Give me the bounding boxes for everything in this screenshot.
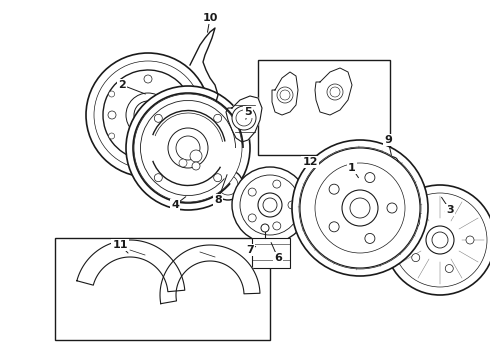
Text: 7: 7: [246, 245, 254, 255]
Circle shape: [126, 86, 250, 210]
Circle shape: [176, 136, 200, 160]
Circle shape: [198, 123, 208, 133]
Circle shape: [109, 91, 115, 97]
Circle shape: [144, 75, 152, 83]
Circle shape: [258, 193, 282, 217]
Text: 4: 4: [171, 200, 179, 210]
Text: 9: 9: [384, 135, 392, 145]
Text: 5: 5: [244, 107, 252, 117]
Text: 1: 1: [348, 163, 356, 173]
Circle shape: [327, 84, 343, 100]
Circle shape: [200, 125, 206, 131]
Circle shape: [213, 170, 243, 200]
Text: 10: 10: [202, 13, 218, 23]
Circle shape: [288, 201, 296, 209]
Circle shape: [181, 133, 187, 139]
Circle shape: [426, 226, 454, 254]
Circle shape: [240, 175, 300, 235]
Circle shape: [365, 172, 375, 183]
Circle shape: [154, 174, 162, 182]
Circle shape: [232, 106, 256, 130]
Circle shape: [263, 198, 277, 212]
Circle shape: [94, 61, 202, 169]
Circle shape: [388, 157, 398, 167]
Text: 11: 11: [112, 240, 128, 250]
Circle shape: [214, 114, 221, 122]
Circle shape: [144, 147, 152, 155]
Circle shape: [134, 101, 162, 129]
Polygon shape: [272, 72, 298, 115]
Polygon shape: [226, 96, 262, 142]
Circle shape: [280, 90, 290, 100]
Circle shape: [273, 222, 281, 230]
Circle shape: [445, 207, 453, 216]
Circle shape: [261, 224, 269, 232]
Circle shape: [218, 175, 238, 195]
Circle shape: [329, 184, 339, 194]
Circle shape: [466, 236, 474, 244]
Bar: [252, 238, 290, 268]
Circle shape: [350, 198, 370, 218]
Circle shape: [126, 93, 170, 137]
Circle shape: [180, 111, 188, 119]
Polygon shape: [160, 245, 260, 304]
Bar: [55, 238, 270, 340]
Circle shape: [192, 162, 200, 170]
Circle shape: [214, 174, 221, 182]
Circle shape: [236, 110, 252, 126]
Circle shape: [393, 193, 487, 287]
Bar: [258, 60, 390, 155]
Circle shape: [154, 114, 162, 122]
Circle shape: [248, 188, 256, 196]
Circle shape: [365, 233, 375, 243]
Circle shape: [342, 190, 378, 226]
Text: 8: 8: [214, 195, 222, 205]
Circle shape: [387, 203, 397, 213]
Text: 12: 12: [302, 157, 318, 167]
Circle shape: [300, 148, 420, 268]
Polygon shape: [77, 240, 185, 292]
Circle shape: [412, 254, 420, 262]
Circle shape: [190, 150, 202, 162]
Circle shape: [330, 87, 340, 97]
Circle shape: [432, 232, 448, 248]
Text: 6: 6: [274, 253, 282, 263]
Circle shape: [140, 107, 156, 123]
Circle shape: [412, 219, 420, 226]
Circle shape: [109, 133, 115, 139]
Circle shape: [168, 128, 208, 168]
Circle shape: [232, 167, 308, 243]
Circle shape: [134, 94, 242, 202]
Circle shape: [390, 159, 396, 165]
Circle shape: [108, 111, 116, 119]
Circle shape: [315, 163, 405, 253]
Text: 2: 2: [118, 80, 126, 90]
Circle shape: [292, 140, 428, 276]
Circle shape: [86, 53, 210, 177]
Circle shape: [329, 222, 339, 232]
Circle shape: [273, 180, 281, 188]
Circle shape: [385, 185, 490, 295]
Circle shape: [248, 214, 256, 222]
Circle shape: [179, 159, 187, 167]
Circle shape: [445, 265, 453, 273]
Circle shape: [277, 87, 293, 103]
Text: 3: 3: [446, 205, 454, 215]
Polygon shape: [315, 68, 352, 115]
Circle shape: [299, 147, 421, 269]
Circle shape: [181, 91, 187, 97]
